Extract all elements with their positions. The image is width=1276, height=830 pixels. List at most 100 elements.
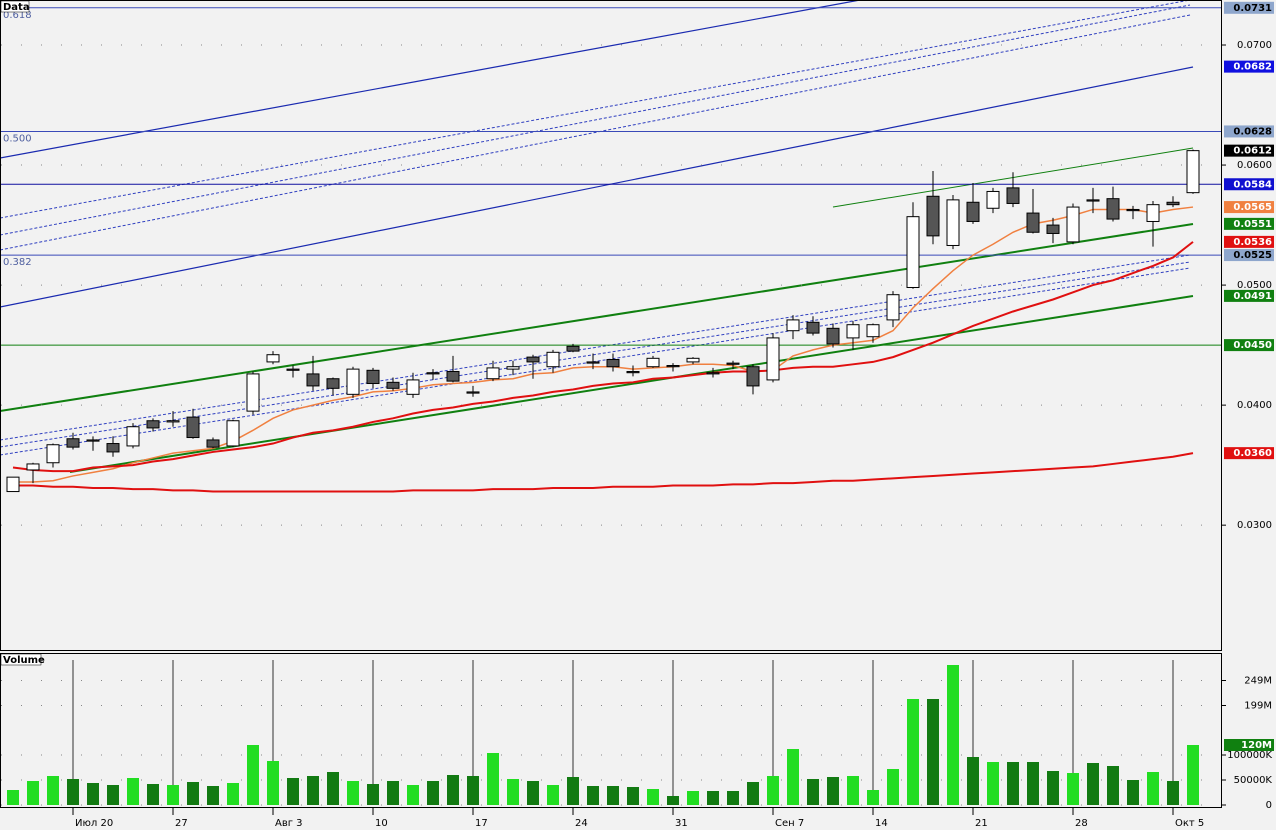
candle-body <box>566 345 580 352</box>
candle-body <box>786 319 800 332</box>
volume-bar <box>787 749 799 805</box>
volume-frame <box>0 653 1222 808</box>
fib-label: 0.382 <box>3 257 32 268</box>
x-tick-label: 28 <box>1075 818 1088 829</box>
trendline <box>0 14 1191 251</box>
x-tick-label: Окт 5 <box>1175 818 1204 829</box>
volume-bar <box>147 784 159 805</box>
volume-bar <box>187 782 199 805</box>
candle-body <box>886 294 900 321</box>
trendline <box>0 261 1191 448</box>
candle-body <box>166 420 180 423</box>
x-tick-label: 31 <box>675 818 688 829</box>
price-marker <box>1224 289 1274 302</box>
volume-bar <box>707 791 719 805</box>
price-marker <box>1224 60 1274 73</box>
volume-bar <box>1007 762 1019 805</box>
volume-bar <box>627 787 639 805</box>
volume-bar <box>347 781 359 805</box>
price-marker <box>1224 339 1274 352</box>
volume-bar <box>907 699 919 805</box>
volume-bar <box>587 786 599 805</box>
x-tick-label: Июл 20 <box>75 818 113 829</box>
volume-bar <box>987 762 999 805</box>
volume-bar <box>1027 762 1039 805</box>
candle-body <box>1066 206 1080 243</box>
price-marker-label: 0.0628 <box>1233 126 1272 137</box>
candle-body <box>1146 204 1160 222</box>
candle-body <box>806 321 820 334</box>
y-tick-label: 0.0500 <box>1237 280 1272 291</box>
x-tick-label: 27 <box>175 818 188 829</box>
candle-body <box>226 420 240 447</box>
y-tick-label: 0.0600 <box>1237 160 1272 171</box>
candle-body <box>1086 199 1100 202</box>
trendline <box>0 254 1191 441</box>
candle-body <box>1126 208 1140 212</box>
price-marker <box>1224 144 1274 157</box>
volume-bar <box>1187 745 1199 805</box>
price-marker <box>1224 217 1274 230</box>
candle-body <box>466 391 480 394</box>
volume-bar <box>7 790 19 805</box>
volume-bar <box>527 781 539 805</box>
candle-body <box>706 372 720 375</box>
volume-bar <box>307 776 319 805</box>
moving-average <box>12 241 1194 473</box>
candle-body <box>846 324 860 339</box>
price-marker <box>1224 235 1274 248</box>
candle-body <box>666 365 680 368</box>
volume-bar <box>487 753 499 805</box>
y-tick-label: 0.0700 <box>1237 40 1272 51</box>
candle-body <box>486 367 500 380</box>
trendline <box>69 295 1194 473</box>
candle-body <box>686 357 700 363</box>
volume-bar <box>727 791 739 805</box>
x-tick-label: 10 <box>375 818 388 829</box>
title-box <box>0 653 42 666</box>
y-tick-label: 199M <box>1244 701 1272 712</box>
volume-bar <box>247 745 259 805</box>
candle-body <box>146 420 160 429</box>
volume-bar <box>887 769 899 805</box>
candle-body <box>986 190 1000 209</box>
candle-body <box>66 438 80 448</box>
volume-bar <box>1147 772 1159 805</box>
volume-bar <box>207 786 219 805</box>
price-marker-label: 0.0536 <box>1233 237 1272 248</box>
volume-bar <box>807 779 819 805</box>
moving-average <box>13 206 1194 483</box>
candle-body <box>606 359 620 368</box>
volume-bar <box>447 775 459 805</box>
candle-body <box>826 327 840 345</box>
price-marker <box>1224 201 1274 214</box>
candle-body <box>126 426 140 447</box>
candle-body <box>86 439 100 442</box>
volume-bar <box>827 777 839 805</box>
candle-body <box>946 199 960 246</box>
y-tick-label: 0 <box>1266 800 1272 811</box>
volume-bar <box>667 796 679 805</box>
price-marker <box>1224 249 1274 262</box>
candle-body <box>306 373 320 387</box>
volume-bar <box>387 781 399 805</box>
price-marker-label: 0.0360 <box>1233 448 1272 459</box>
trendline <box>0 66 1194 308</box>
candle-body <box>326 378 340 389</box>
candle-body <box>1046 224 1060 234</box>
y-tick-label: 249M <box>1244 676 1272 687</box>
volume-title: Volume <box>3 655 45 666</box>
price-marker <box>1224 447 1274 460</box>
volume-bar <box>1107 766 1119 805</box>
volume-marker <box>1224 739 1274 751</box>
candle-body <box>26 463 40 471</box>
y-tick-label: 0.0300 <box>1237 520 1272 531</box>
volume-bar <box>127 778 139 805</box>
candle-body <box>186 416 200 439</box>
price-title: Data <box>3 2 30 13</box>
y-tick-label: 0.0400 <box>1237 400 1272 411</box>
candle-body <box>386 381 400 389</box>
price-marker-label: 0.0612 <box>1233 146 1272 157</box>
volume-bar <box>367 784 379 805</box>
